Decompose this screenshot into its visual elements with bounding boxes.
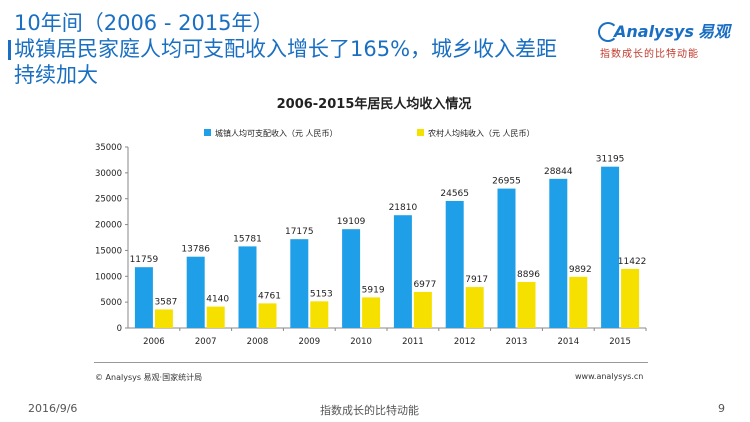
bar-urban <box>549 178 568 328</box>
footer-date: 2016/9/6 <box>28 402 78 415</box>
bar-rural <box>206 306 225 328</box>
legend-swatch-urban <box>204 129 211 136</box>
income-chart: 2006-2015年居民人均收入情况 城镇人均可支配收入（元 人民币） 农村人均… <box>84 90 664 356</box>
bar-urban <box>601 166 620 328</box>
data-label-rural: 3587 <box>154 297 177 307</box>
legend-label-rural: 农村人均纯收入（元 人民币） <box>428 128 535 138</box>
logo-swoosh-icon <box>598 22 618 42</box>
data-label-rural: 8896 <box>517 270 540 280</box>
data-label-urban: 26955 <box>492 177 521 187</box>
data-label-urban: 13786 <box>181 245 210 255</box>
source-note: © Analysys 易观·国家统计局 <box>95 373 203 382</box>
slide-headline: 10年间（2006 - 2015年） 城镇居民家庭人均可支配收入增长了165%，… <box>14 10 604 88</box>
x-tick-label: 2009 <box>298 337 320 347</box>
data-label-rural: 9892 <box>569 265 592 275</box>
x-tick-label: 2010 <box>350 337 372 347</box>
headline-line-3: 持续加大 <box>14 63 98 87</box>
logo-brand-cn: 易观 <box>697 22 730 41</box>
legend-label-urban: 城镇人均可支配收入（元 人民币） <box>215 128 338 138</box>
x-tick-label: 2012 <box>454 337 476 347</box>
x-tick-label: 2008 <box>247 337 269 347</box>
data-label-urban: 28844 <box>544 167 573 177</box>
x-tick-label: 2007 <box>195 337 217 347</box>
data-label-urban: 11759 <box>130 255 159 265</box>
bar-urban <box>342 229 361 328</box>
bar-urban <box>445 200 464 328</box>
legend-swatch-rural <box>417 129 424 136</box>
bar-urban <box>186 256 205 328</box>
bar-rural <box>258 303 277 328</box>
y-tick-label: 15000 <box>95 246 122 256</box>
y-tick-label: 35000 <box>95 143 122 153</box>
data-label-rural: 7917 <box>465 275 488 285</box>
bar-urban <box>497 188 516 328</box>
data-label-urban: 21810 <box>389 203 418 213</box>
plot-area: 0 5000 10000 15000 20000 25000 30000 35000 2006 1… <box>95 143 647 347</box>
logo-tagline: 指数成长的比特动能 <box>600 49 699 60</box>
x-tick-label: 2006 <box>143 337 165 347</box>
analysys-logo: Analysys 易观 指数成长的比特动能 <box>598 18 750 68</box>
bar-rural <box>517 281 536 328</box>
data-label-rural: 5153 <box>310 289 333 299</box>
data-label-rural: 11422 <box>618 257 647 267</box>
x-tick-label: 2013 <box>506 337 528 347</box>
x-tick-label: 2011 <box>402 337 424 347</box>
data-label-urban: 15781 <box>233 234 262 244</box>
bar-urban <box>393 215 412 328</box>
data-label-rural: 4140 <box>206 295 229 305</box>
y-tick-label: 30000 <box>95 169 122 179</box>
headline-line-2: 城镇居民家庭人均可支配收入增长了165%，城乡收入差距 <box>14 37 558 61</box>
page-number: 9 <box>718 402 725 415</box>
bar-rural <box>569 276 588 328</box>
y-tick-label: 20000 <box>95 221 122 231</box>
data-label-rural: 6977 <box>413 280 436 290</box>
data-label-urban: 19109 <box>337 217 366 227</box>
footer-tagline: 指数成长的比特动能 <box>320 404 419 417</box>
x-tick-label: 2014 <box>557 337 579 347</box>
data-label-urban: 31195 <box>596 155 625 165</box>
bar-rural <box>154 309 173 328</box>
y-tick-label: 5000 <box>100 298 122 308</box>
bar-rural <box>465 287 484 328</box>
income-bar-chart: 2006-2015年居民人均收入情况 城镇人均可支配收入（元 人民币） 农村人均… <box>95 96 647 347</box>
chart-legend: 城镇人均可支配收入（元 人民币） 农村人均纯收入（元 人民币） <box>204 128 535 138</box>
bar-rural <box>413 291 432 328</box>
chart-title: 2006-2015年居民人均收入情况 <box>277 96 472 112</box>
data-label-urban: 17175 <box>285 227 314 237</box>
data-label-rural: 5919 <box>362 285 385 295</box>
data-label-urban: 24565 <box>440 189 469 199</box>
x-tick-label: 2015 <box>609 337 631 347</box>
logo-brand: Analysys <box>614 22 694 41</box>
headline-line-1: 10年间（2006 - 2015年） <box>14 11 274 35</box>
data-label-rural: 4761 <box>258 291 281 301</box>
bar-rural <box>310 301 329 328</box>
title-accent-bar <box>8 40 11 60</box>
y-tick-label: 10000 <box>95 272 122 282</box>
bar-rural <box>362 297 381 328</box>
bar-urban <box>290 239 309 328</box>
bar-urban <box>134 267 153 328</box>
source-url: www.analysys.cn <box>575 372 644 381</box>
y-tick-label: 0 <box>117 324 122 334</box>
bar-urban <box>238 246 257 328</box>
source-divider <box>94 362 648 363</box>
bar-rural <box>621 268 640 328</box>
y-tick-label: 25000 <box>95 195 122 205</box>
